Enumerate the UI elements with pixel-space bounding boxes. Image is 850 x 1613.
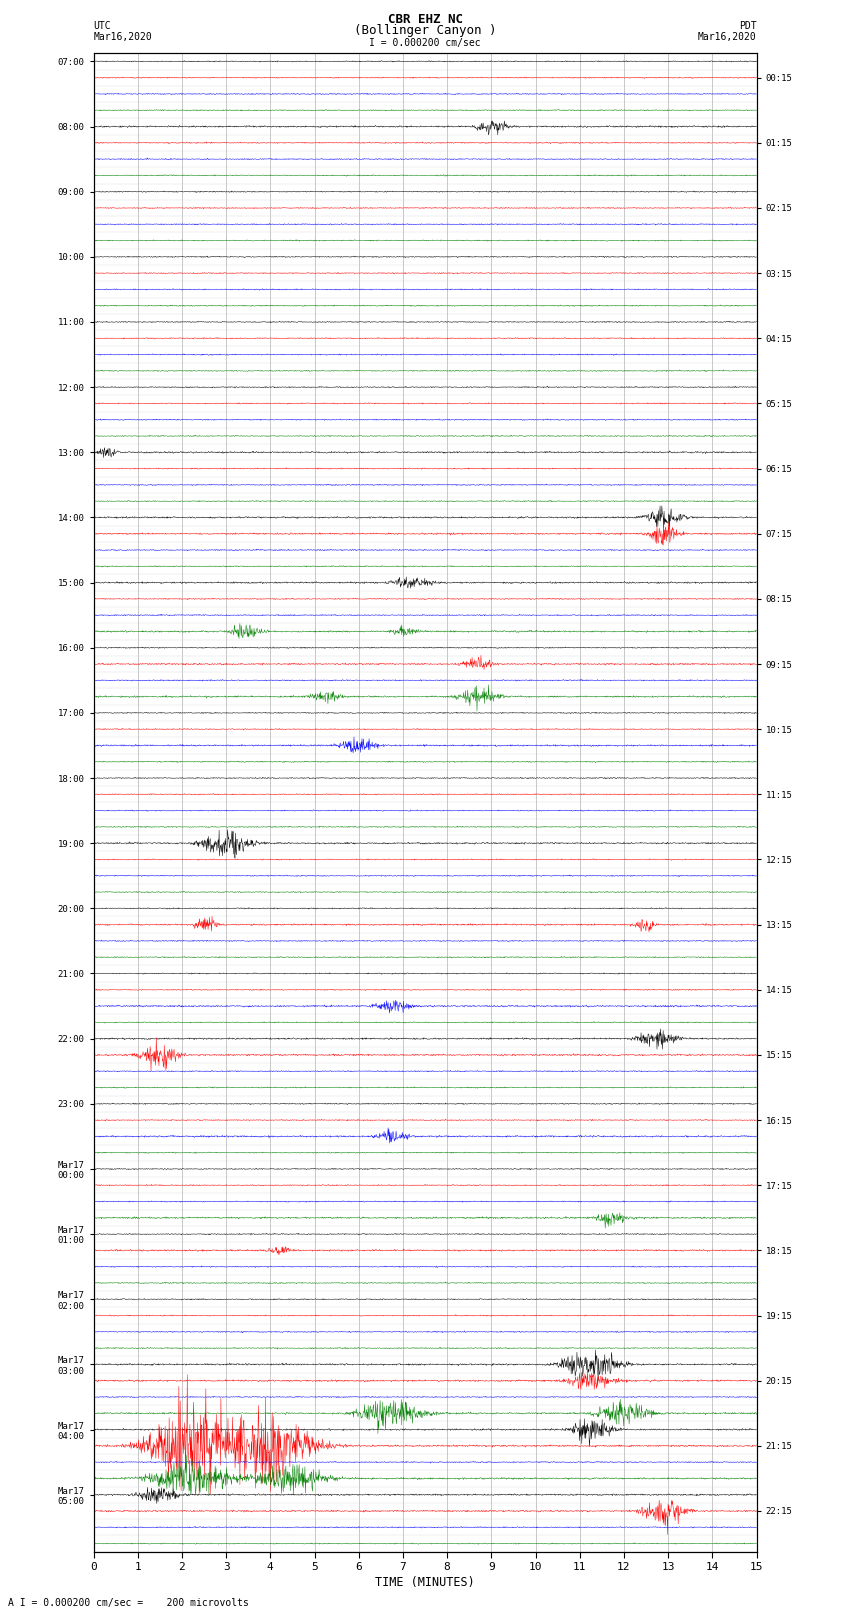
Text: I = 0.000200 cm/sec: I = 0.000200 cm/sec [369,39,481,48]
Text: (Bollinger Canyon ): (Bollinger Canyon ) [354,24,496,37]
Text: PDT: PDT [739,21,756,31]
Text: A I = 0.000200 cm/sec =    200 microvolts: A I = 0.000200 cm/sec = 200 microvolts [8,1598,249,1608]
Text: Mar16,2020: Mar16,2020 [94,32,152,42]
Text: UTC: UTC [94,21,111,31]
Text: CBR EHZ NC: CBR EHZ NC [388,13,462,26]
Text: Mar16,2020: Mar16,2020 [698,32,756,42]
X-axis label: TIME (MINUTES): TIME (MINUTES) [375,1576,475,1589]
